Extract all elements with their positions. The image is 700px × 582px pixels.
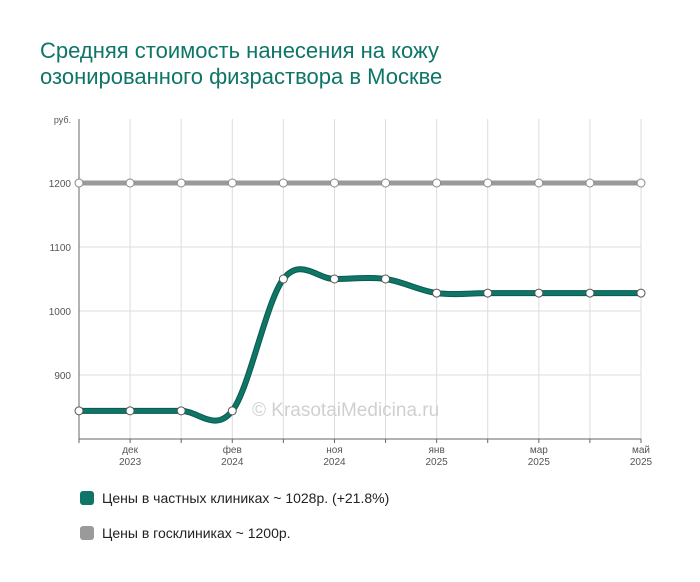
data-point-private (227, 406, 237, 416)
y-tick-label: 1000 (49, 307, 72, 318)
data-point-private (483, 288, 493, 298)
data-point-public (74, 178, 84, 188)
x-tick-label-month: дек (122, 445, 138, 456)
chart-title-line-2: озонированного физраствора в Москве (40, 64, 443, 89)
legend-item-public: Цены в госклиниках ~ 1200р. (80, 525, 291, 541)
data-point-public (585, 178, 595, 188)
x-tick-label-year: 2025 (528, 457, 551, 468)
series-line-private (77, 267, 643, 423)
data-point-public (227, 178, 237, 188)
data-point-private (125, 406, 135, 416)
x-tick-label-month: янв (429, 445, 445, 456)
legend-label-private: Цены в частных клиниках ~ 1028р. (+21.8%… (102, 490, 390, 506)
legend-swatch-private (80, 491, 94, 505)
x-tick-label-month: фев (223, 444, 242, 456)
data-point-private (381, 274, 391, 284)
x-tick-label-year: 2023 (119, 457, 142, 468)
legend-label-public: Цены в госклиниках ~ 1200р. (102, 525, 291, 541)
y-tick-label: 1100 (49, 243, 71, 254)
data-point-private (636, 288, 646, 298)
x-tick-label-month: мар (530, 445, 548, 456)
data-point-public (329, 178, 339, 188)
data-point-private (585, 288, 595, 298)
y-axis-unit-label: руб. (54, 115, 71, 125)
data-point-public (636, 178, 646, 188)
data-point-public (381, 178, 391, 188)
data-point-public (125, 178, 135, 188)
data-point-private (534, 288, 544, 298)
x-tick-label-year: 2024 (221, 457, 244, 468)
chart-title-line-1: Средняя стоимость нанесения на кожу (40, 38, 439, 63)
data-point-public (278, 178, 288, 188)
data-point-public (432, 178, 442, 188)
chart-title: Средняя стоимость нанесения на кожу озон… (40, 38, 660, 90)
x-tick-label-year: 2025 (426, 457, 449, 468)
legend-item-private: Цены в частных клиниках ~ 1028р. (+21.8%… (80, 490, 389, 506)
data-point-private (74, 406, 84, 416)
data-point-private (432, 288, 442, 298)
data-point-public (483, 178, 493, 188)
data-point-public (176, 178, 186, 188)
x-tick-label-month: май (632, 445, 650, 456)
data-point-public (534, 178, 544, 188)
y-tick-label: 900 (54, 371, 71, 382)
x-tick-label-year: 2024 (323, 457, 346, 468)
watermark: © KrasotaiMedicina.ru (252, 400, 439, 421)
data-point-private (176, 406, 186, 416)
legend-swatch-public (80, 526, 94, 540)
data-point-private (329, 274, 339, 284)
x-tick-label-month: ноя (326, 445, 343, 456)
x-tick-label-year: 2025 (630, 457, 653, 468)
data-point-private (278, 274, 288, 284)
y-tick-label: 1200 (49, 179, 72, 190)
